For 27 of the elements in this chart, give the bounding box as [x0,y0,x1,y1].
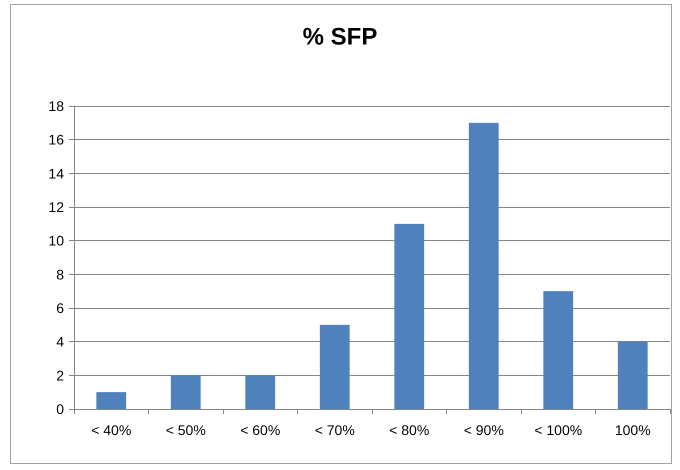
y-tick-label: 16 [48,132,64,148]
y-tick-label: 4 [56,334,64,350]
bar [618,342,648,409]
bar [245,375,276,409]
x-tick-label: < 50% [166,422,206,438]
bar [394,224,424,409]
x-tick-label: 100% [614,422,651,438]
y-tick-label: 18 [48,98,64,114]
bar [170,375,201,409]
y-tick-label: 12 [48,199,64,215]
bar [468,122,499,409]
x-tick-label: < 80% [389,422,430,438]
x-tick-label: < 40% [91,422,132,438]
y-tick-label: 10 [48,232,64,249]
x-tick-label: < 100% [534,422,582,438]
x-tick-label: < 90% [464,422,504,438]
bar [320,324,350,409]
x-tick-label: < 60% [240,422,280,438]
x-tick-label: < 70% [314,422,355,438]
y-tick-label: 8 [56,266,64,282]
y-tick-label: 2 [56,367,64,384]
chart-title: % SFP [302,24,378,50]
y-tick-label: 14 [48,165,64,182]
y-tick-label: 6 [56,300,64,316]
bar [543,291,574,409]
y-tick-label: 0 [56,401,64,417]
bar [96,392,126,409]
